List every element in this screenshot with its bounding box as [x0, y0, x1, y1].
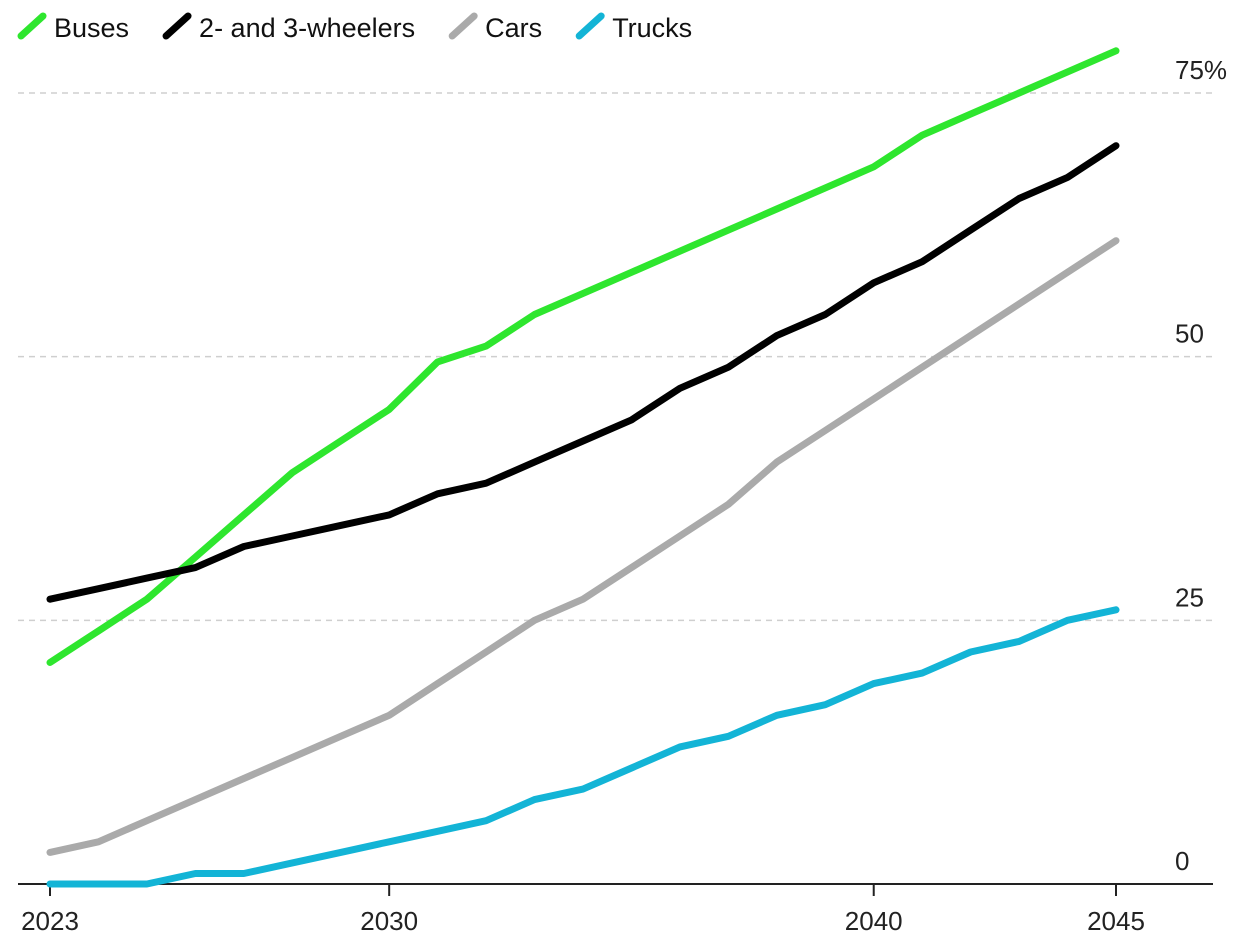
gridlines: [18, 92, 1213, 622]
legend-item-cars: Cars: [448, 12, 542, 43]
legend-swatch-trucks: [575, 12, 605, 40]
y-axis-tick-labels: 0 25 50 75%: [1175, 55, 1227, 876]
y-tick-label-25: 25: [1175, 582, 1204, 612]
x-tick-label-2023: 2023: [21, 906, 79, 936]
y-tick-label-50: 50: [1175, 319, 1204, 349]
x-tick-label-2045: 2045: [1087, 906, 1145, 936]
x-tick-label-2030: 2030: [360, 906, 418, 936]
series-lines: [46, 47, 1120, 888]
legend-item-buses: Buses: [17, 12, 129, 43]
legend-swatch-2-and-3-wheelers: [162, 12, 192, 40]
series-line-buses: [46, 47, 1120, 666]
y-tick-label-0: 0: [1175, 846, 1189, 876]
y-tick-label-75: 75%: [1175, 55, 1227, 85]
series-line-2-and-3-wheelers: [46, 142, 1120, 603]
series-line-trucks: [46, 606, 1120, 888]
x-axis: 2023 2030 2040 2045: [18, 883, 1213, 936]
legend: Buses 2- and 3-wheelers Cars Trucks: [17, 12, 692, 43]
legend-label-2-and-3-wheelers: 2- and 3-wheelers: [199, 13, 415, 43]
legend-swatch-cars: [448, 12, 478, 40]
legend-label-buses: Buses: [54, 13, 129, 43]
series-line-cars: [46, 237, 1120, 856]
legend-label-cars: Cars: [485, 13, 542, 43]
legend-swatch-buses: [17, 12, 47, 40]
legend-item-2-and-3-wheelers: 2- and 3-wheelers: [162, 12, 415, 43]
legend-item-trucks: Trucks: [575, 12, 692, 43]
legend-label-trucks: Trucks: [612, 13, 692, 43]
x-tick-label-2040: 2040: [845, 906, 903, 936]
